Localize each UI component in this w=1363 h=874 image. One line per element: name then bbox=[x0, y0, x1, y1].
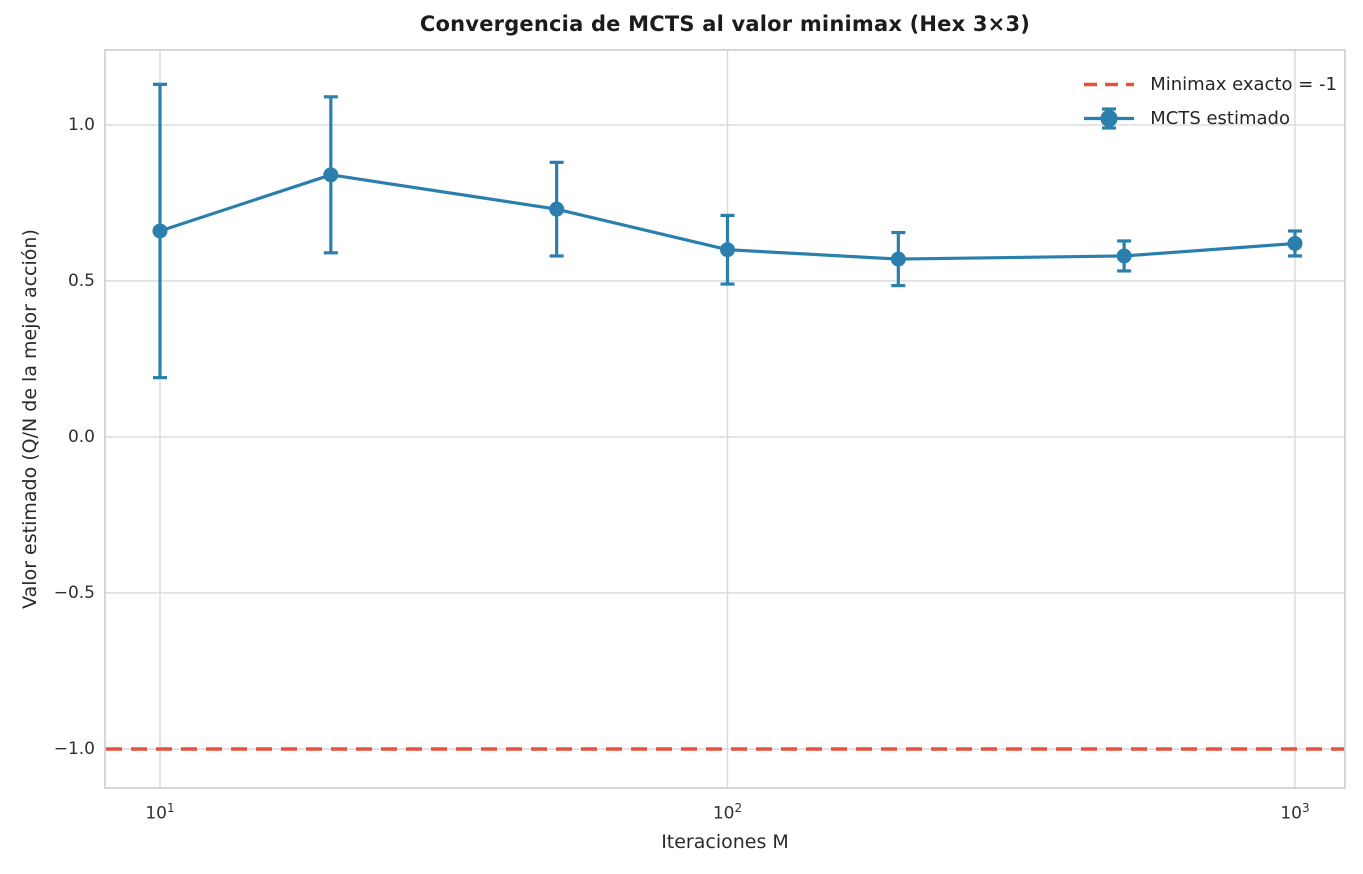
y-tick-label: 0.0 bbox=[67, 426, 95, 447]
data-point-marker bbox=[1116, 248, 1132, 264]
data-point-marker bbox=[549, 201, 565, 217]
legend-entry-minimax: Minimax exacto = -1 bbox=[1082, 71, 1337, 98]
legend-label-mcts: MCTS estimado bbox=[1150, 108, 1290, 129]
errorbar-marker-icon bbox=[1084, 107, 1135, 130]
y-tick-label: −1.0 bbox=[53, 738, 95, 759]
dashed-line-icon bbox=[1084, 82, 1135, 87]
x-tick-label: 103 bbox=[1280, 801, 1310, 824]
y-tick-label: 0.5 bbox=[67, 270, 95, 291]
legend: Minimax exacto = -1 MCTS estimado bbox=[1082, 71, 1337, 132]
data-point-marker bbox=[152, 223, 168, 239]
y-tick-label: −0.5 bbox=[53, 582, 95, 603]
legend-label-minimax: Minimax exacto = -1 bbox=[1150, 74, 1337, 95]
chart-title: Convergencia de MCTS al valor minimax (H… bbox=[419, 12, 1031, 36]
data-point-marker bbox=[890, 251, 906, 267]
x-tick-label: 102 bbox=[712, 801, 743, 824]
data-point-marker bbox=[1287, 235, 1303, 251]
data-point-marker bbox=[719, 242, 735, 258]
legend-entry-mcts: MCTS estimado bbox=[1082, 105, 1290, 132]
data-point-marker bbox=[323, 167, 339, 183]
axes-spines bbox=[104, 49, 1346, 789]
x-axis-label: Iteraciones M bbox=[661, 831, 789, 853]
y-tick-label: 1.0 bbox=[67, 114, 95, 135]
x-tick-label: 101 bbox=[145, 801, 175, 824]
